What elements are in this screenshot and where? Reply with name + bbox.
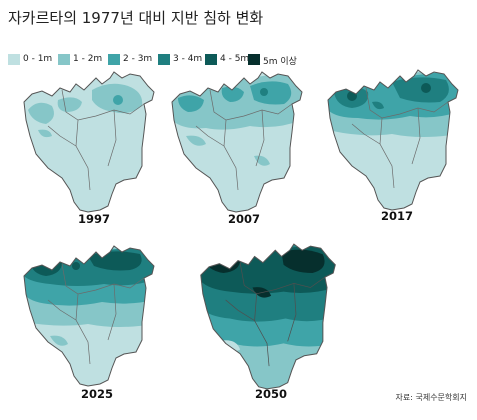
legend-label: 1 - 2m bbox=[73, 54, 103, 64]
map-year-2007: 2007 bbox=[228, 212, 261, 226]
subsidence-map-2025 bbox=[23, 245, 155, 387]
map-year-2050: 2050 bbox=[255, 387, 288, 401]
subsidence-map-2050 bbox=[200, 243, 336, 390]
legend-label: 3 - 4m bbox=[173, 54, 203, 64]
subsidence-map-2007 bbox=[171, 71, 303, 213]
legend-label: 0 - 1m bbox=[23, 54, 53, 64]
legend-label: 2 - 3m bbox=[123, 54, 153, 64]
legend-label: 5m 이상 bbox=[263, 57, 297, 67]
legend-swatch bbox=[58, 54, 70, 65]
map-year-1997: 1997 bbox=[78, 212, 111, 226]
legend-swatch bbox=[205, 54, 217, 65]
legend-swatch bbox=[248, 54, 260, 65]
legend-label: 4 - 5m bbox=[220, 54, 250, 64]
subsidence-map-1997 bbox=[23, 71, 155, 213]
subsidence-map-2017 bbox=[327, 69, 459, 211]
legend-swatch bbox=[8, 54, 20, 65]
legend-swatch bbox=[158, 54, 170, 65]
source-note: 자료: 국제수문학회지 bbox=[395, 393, 467, 402]
map-title: 자카르타의 1977년 대비 지반 침하 변화 bbox=[8, 9, 264, 27]
map-year-2017: 2017 bbox=[381, 209, 414, 223]
map-year-2025: 2025 bbox=[81, 387, 114, 401]
legend-swatch bbox=[108, 54, 120, 65]
